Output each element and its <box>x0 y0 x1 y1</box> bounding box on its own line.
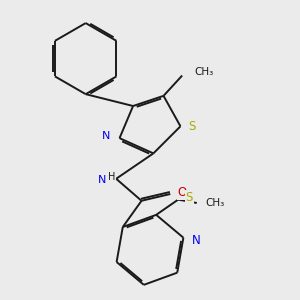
Text: N: N <box>192 234 201 247</box>
Text: S: S <box>186 191 193 204</box>
Text: CH₃: CH₃ <box>205 198 224 208</box>
Text: S: S <box>188 120 195 133</box>
Text: N: N <box>98 176 107 185</box>
Text: CH₃: CH₃ <box>194 67 213 77</box>
Text: O: O <box>178 186 187 199</box>
Text: N: N <box>102 131 110 142</box>
Text: H: H <box>108 172 116 182</box>
